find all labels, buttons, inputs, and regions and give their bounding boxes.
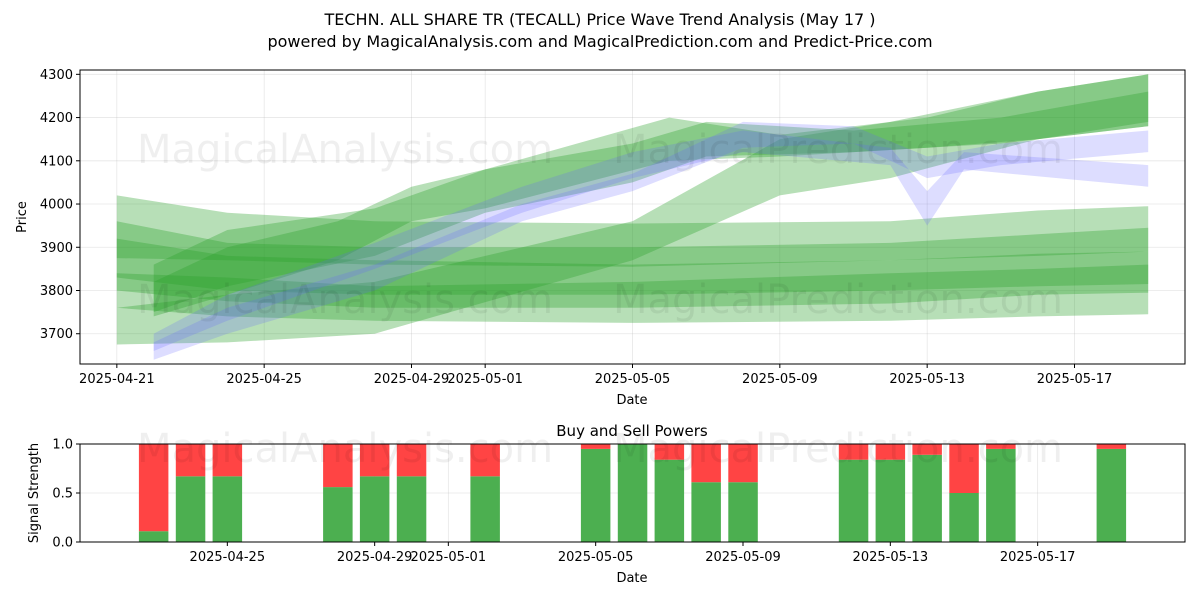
price-trend-panel: MagicalAnalysis.com MagicalPrediction.co… bbox=[15, 68, 1186, 408]
sell-bar bbox=[654, 444, 685, 460]
sell-bar bbox=[691, 444, 721, 483]
signal-x-tick-label: 2025-05-13 bbox=[853, 550, 929, 565]
sell-bar bbox=[396, 444, 427, 477]
price-grid bbox=[80, 70, 1185, 364]
price-y-tick-label: 3700 bbox=[40, 327, 73, 342]
watermark-top-left: MagicalAnalysis.com bbox=[137, 127, 553, 173]
buy-bar bbox=[654, 459, 685, 542]
signal-y-ticks: 0.0 0.5 1.0 bbox=[52, 438, 80, 551]
price-x-label: Date bbox=[616, 393, 647, 408]
price-x-ticks: 2025-04-21 2025-04-25 2025-04-292025-05-01… bbox=[79, 364, 1112, 387]
signal-x-tick-label: 2025-05-17 bbox=[1000, 550, 1076, 565]
buy-sell-title: Buy and Sell Powers bbox=[556, 422, 708, 440]
signal-y-label: Signal Strength bbox=[27, 443, 42, 543]
sell-bar bbox=[875, 444, 906, 460]
buy-bar bbox=[912, 454, 942, 542]
sell-bar bbox=[1096, 444, 1127, 449]
price-y-tick-label: 4100 bbox=[40, 154, 73, 169]
buy-bar bbox=[986, 448, 1016, 542]
buy-bar bbox=[470, 476, 500, 542]
signal-y-tick-label: 0.0 bbox=[52, 536, 73, 551]
buy-bar bbox=[1096, 448, 1127, 542]
buy-bar bbox=[728, 482, 758, 542]
watermark-bottom-left: MagicalAnalysis.com bbox=[137, 426, 553, 472]
figure-title-line1: TECHN. ALL SHARE TR (TECALL) Price Wave … bbox=[324, 10, 876, 29]
price-y-tick-label: 3800 bbox=[40, 284, 73, 299]
figure-title-line2: powered by MagicalAnalysis.com and Magic… bbox=[267, 32, 932, 51]
price-x-tick-label: 2025-05-05 bbox=[595, 372, 671, 387]
signal-y-tick-label: 0.5 bbox=[52, 487, 73, 502]
sell-bar bbox=[838, 444, 869, 460]
buy-bar bbox=[212, 476, 243, 542]
buy-bar bbox=[838, 459, 869, 542]
sell-bar bbox=[986, 444, 1016, 449]
price-x-tick-label: 2025-05-13 bbox=[889, 372, 965, 387]
watermark-mid-left: MagicalAnalysis.com bbox=[137, 277, 553, 323]
sell-bar bbox=[949, 444, 979, 493]
watermark-top-right: MagicalPrediction.com bbox=[613, 127, 1063, 173]
signal-x-tick-label: 2025-05-09 bbox=[705, 550, 781, 565]
buy-bar bbox=[580, 448, 611, 542]
blue-trend-band-8 bbox=[153, 121, 1149, 360]
signal-x-label: Date bbox=[616, 571, 647, 586]
signal-x-tick-label: 2025-04-25 bbox=[190, 550, 266, 565]
price-y-tick-label: 4000 bbox=[40, 198, 73, 213]
sell-bar bbox=[580, 444, 611, 449]
price-y-tick-label: 4300 bbox=[40, 68, 73, 83]
green-trend-band-3 bbox=[116, 221, 1149, 295]
sell-bar bbox=[470, 444, 500, 477]
buy-bar bbox=[617, 444, 648, 542]
price-x-tick-label: 2025-04-25 bbox=[226, 372, 302, 387]
sell-bar bbox=[359, 444, 390, 477]
green-trend-band-7 bbox=[153, 91, 1149, 313]
watermark-bottom-right: MagicalPrediction.com bbox=[613, 426, 1063, 472]
watermark-mid-right: MagicalPrediction.com bbox=[613, 277, 1063, 323]
buy-bar bbox=[138, 531, 169, 542]
signal-x-tick-label: 2025-05-01 bbox=[411, 550, 487, 565]
sell-bar bbox=[175, 444, 206, 477]
signal-x-tick-label: 2025-05-05 bbox=[558, 550, 634, 565]
green-trend-band-5 bbox=[116, 74, 1149, 345]
price-y-tick-label: 4200 bbox=[40, 111, 73, 126]
buy-bar bbox=[175, 476, 206, 542]
buy-bar bbox=[359, 476, 390, 542]
sell-bar bbox=[323, 444, 353, 488]
sell-bar bbox=[138, 444, 169, 532]
price-y-tick-label: 3900 bbox=[40, 241, 73, 256]
price-y-ticks: 3700 3800 3900 4000 4100 4200 4300 bbox=[40, 68, 80, 342]
sell-bar bbox=[212, 444, 243, 477]
price-x-tick-label: 2025-05-01 bbox=[447, 372, 523, 387]
green-trend-band-1 bbox=[116, 238, 1149, 323]
price-x-tick-label: 2025-04-21 bbox=[79, 372, 155, 387]
sell-bar bbox=[728, 444, 758, 483]
buy-bar bbox=[875, 459, 906, 542]
signal-x-tick-label: 2025-04-29 bbox=[337, 550, 413, 565]
sell-bar bbox=[912, 444, 942, 455]
price-y-label: Price bbox=[15, 201, 30, 233]
buy-bar bbox=[949, 493, 979, 542]
buy-bar bbox=[323, 487, 353, 542]
price-x-tick-label: 2025-04-29 bbox=[374, 372, 450, 387]
buy-bar bbox=[691, 482, 721, 542]
price-x-tick-label: 2025-05-17 bbox=[1037, 372, 1113, 387]
buy-bar bbox=[396, 476, 427, 542]
price-x-tick-label: 2025-05-09 bbox=[742, 372, 818, 387]
green-trend-band-6 bbox=[153, 74, 1149, 317]
green-trend-band-2 bbox=[116, 264, 1149, 308]
signal-bars bbox=[138, 444, 1127, 542]
signal-y-tick-label: 1.0 bbox=[52, 438, 73, 453]
green-trend-band-4 bbox=[116, 195, 1149, 267]
buy-sell-panel: Buy and Sell Powers MagicalAnalysis.com … bbox=[27, 422, 1186, 586]
price-bands bbox=[116, 74, 1149, 360]
